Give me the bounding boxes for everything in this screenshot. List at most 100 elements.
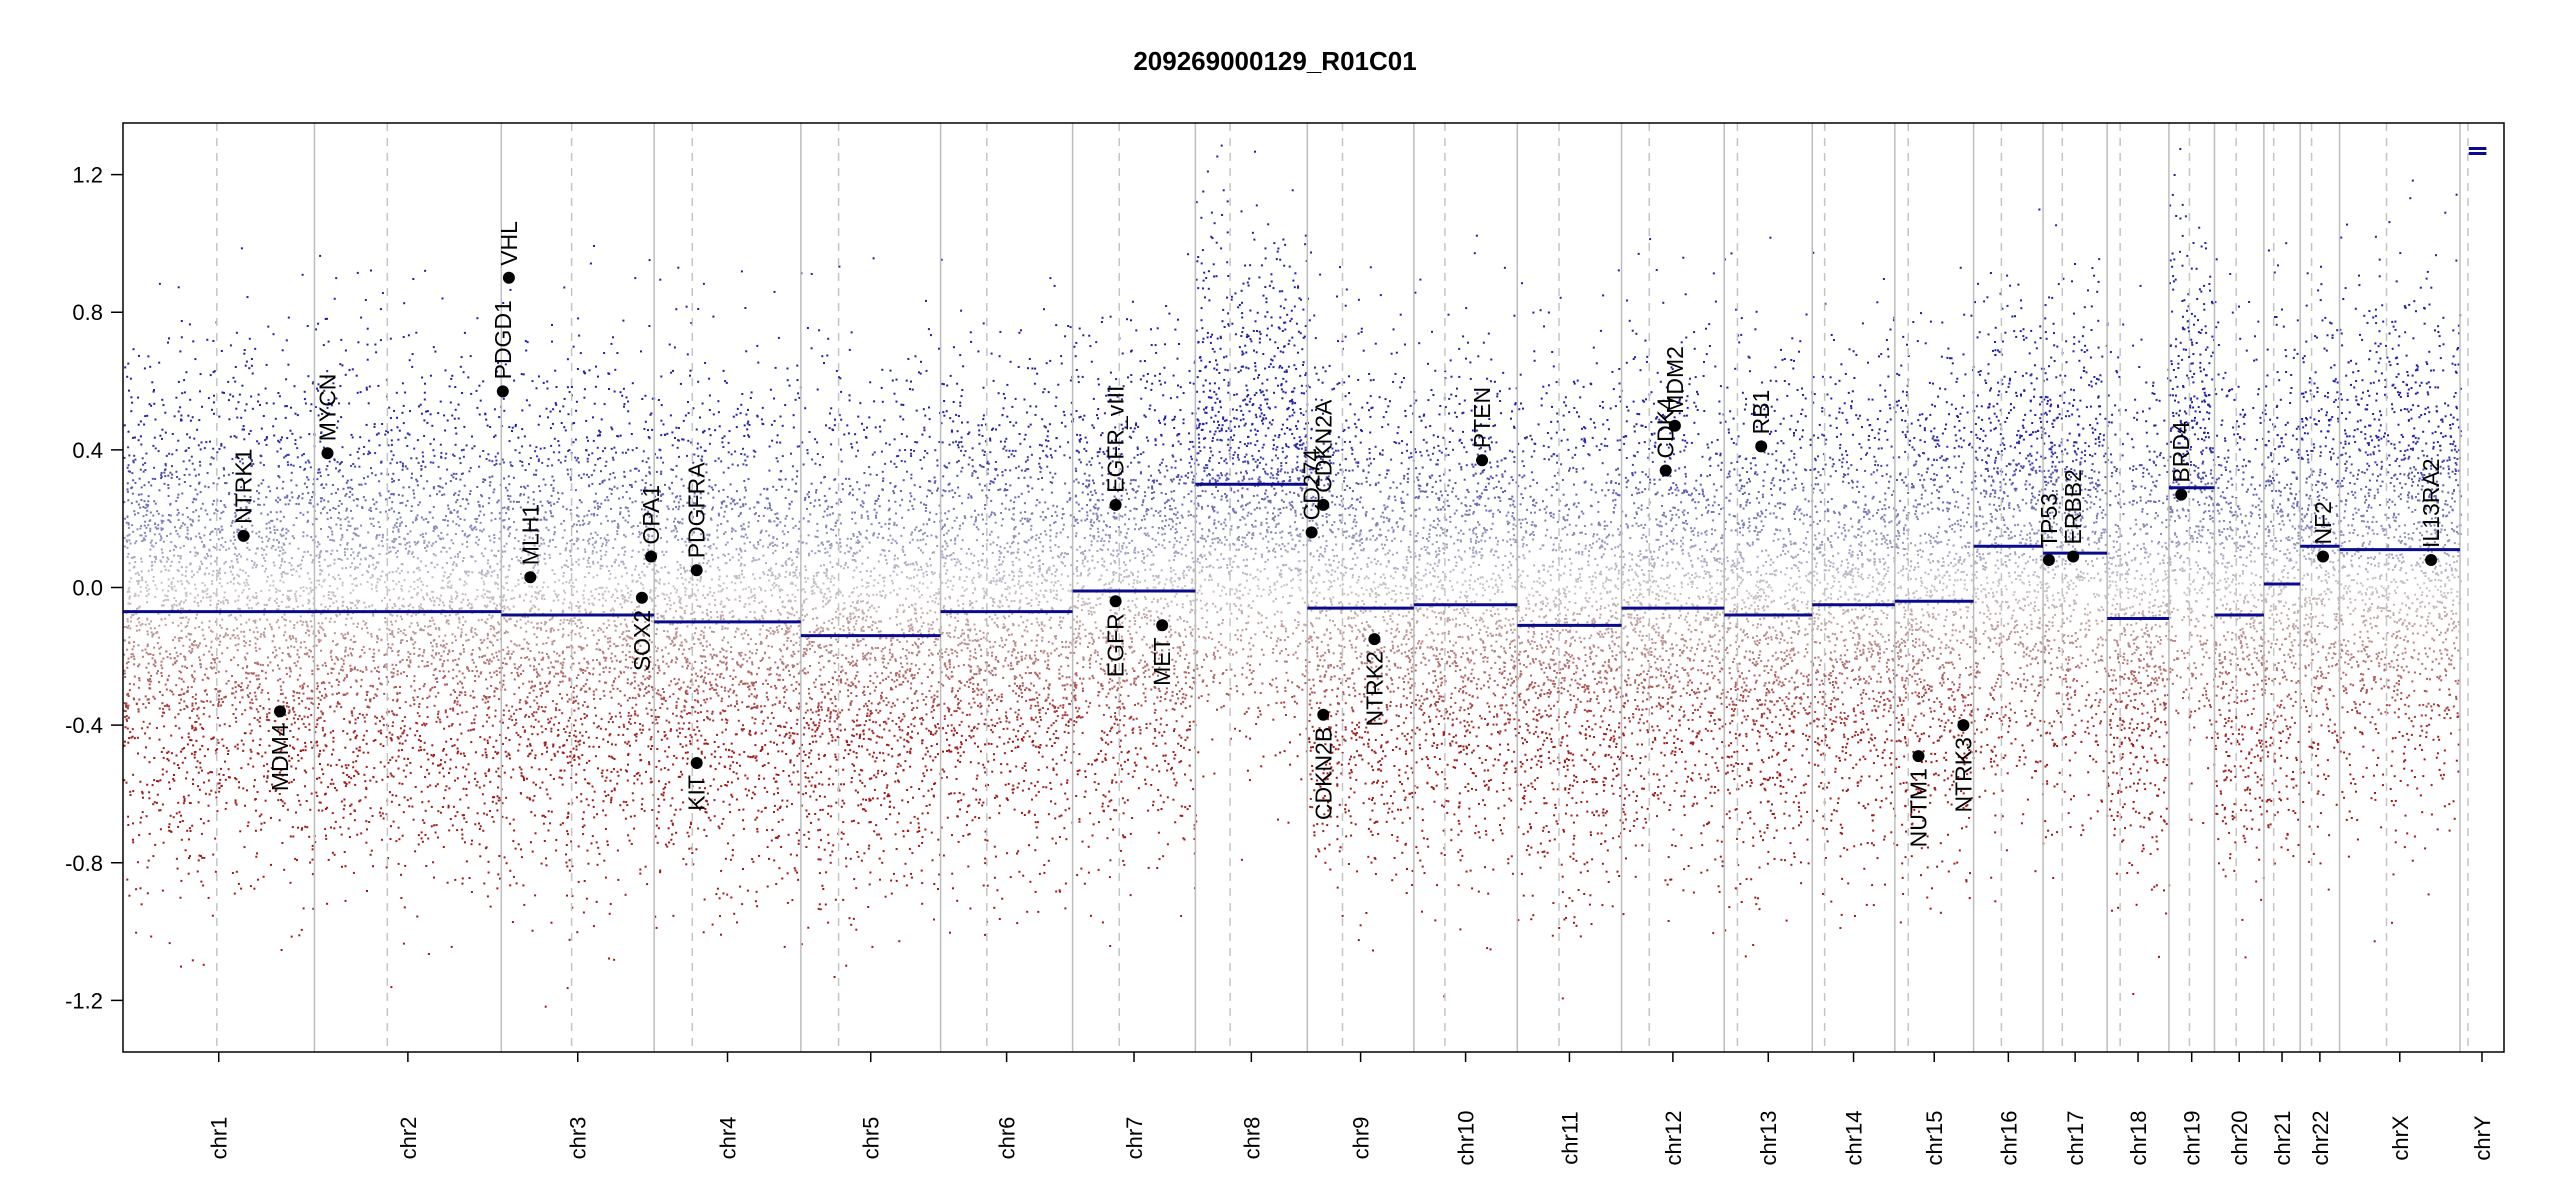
probe-point [235,436,237,438]
probe-point [344,747,346,749]
probe-point [267,514,269,516]
probe-point [142,656,144,658]
probe-point [243,425,245,427]
probe-point [320,484,322,486]
probe-point [182,820,184,822]
probe-point [215,871,217,873]
probe-point [353,707,355,709]
probe-point [389,732,391,734]
probe-point [345,350,347,352]
probe-point [446,785,448,787]
probe-point [366,627,368,629]
probe-point [180,622,182,624]
probe-point [366,828,368,830]
probe-point [134,593,136,595]
probe-point [152,657,154,659]
probe-point [391,478,393,480]
probe-point [304,742,306,744]
probe-point [422,584,424,586]
probe-point [319,763,321,765]
probe-point [207,748,209,750]
probe-point [303,590,305,592]
probe-point [249,702,251,704]
probe-point [130,410,132,412]
probe-point [452,542,454,544]
probe-point [459,608,461,610]
probe-point [254,779,256,781]
probe-point [399,502,401,504]
probe-point [487,634,489,636]
probe-point [233,536,235,538]
probe-point [453,689,455,691]
probe-point [242,667,244,669]
probe-point [216,748,218,750]
probe-point [213,667,215,669]
probe-point [292,637,294,639]
probe-point [292,695,294,697]
probe-point [318,622,320,624]
probe-point [361,649,363,651]
probe-point [162,708,164,710]
probe-point [185,777,187,779]
probe-point [367,706,369,708]
probe-point [487,562,489,564]
probe-point [379,526,381,528]
probe-point [388,509,390,511]
probe-point [409,530,411,532]
probe-point [403,943,405,945]
probe-point [281,436,283,438]
probe-point [218,477,220,479]
probe-point [206,700,208,702]
probe-point [554,755,556,757]
probe-point [485,606,487,608]
probe-point [434,705,436,707]
probe-point [346,676,348,678]
probe-point [434,669,436,671]
probe-point [440,644,442,646]
probe-point [183,460,185,462]
probe-point [265,568,267,570]
probe-point [180,525,182,527]
probe-point [481,531,483,533]
probe-point [203,707,205,709]
probe-point [435,696,437,698]
probe-point [257,631,259,633]
probe-point [149,737,151,739]
probe-point [499,512,501,514]
probe-point [423,651,425,653]
probe-point [432,462,434,464]
probe-point [455,591,457,593]
probe-point [437,716,439,718]
probe-point [183,379,185,381]
probe-point [584,388,586,390]
probe-point [485,702,487,704]
probe-point [409,762,411,764]
probe-point [404,796,406,798]
probe-point [266,444,268,446]
probe-point [477,544,479,546]
probe-point [219,725,221,727]
probe-point [140,887,142,889]
probe-point [202,629,204,631]
probe-point [300,568,302,570]
probe-point [353,775,355,777]
probe-point [420,604,422,606]
probe-point [218,671,220,673]
probe-point [341,559,343,561]
probe-point [166,705,168,707]
probe-point [379,812,381,814]
probe-point [209,539,211,541]
probe-point [332,640,334,642]
probe-point [380,730,382,732]
probe-point [301,497,303,499]
probe-point [266,402,268,404]
probe-point [278,554,280,556]
probe-point [497,873,499,875]
probe-point [473,696,475,698]
probe-point [306,826,308,828]
probe-point [552,700,554,702]
probe-point [634,687,636,689]
probe-point [458,658,460,660]
probe-point [208,651,210,653]
probe-point [381,779,383,781]
